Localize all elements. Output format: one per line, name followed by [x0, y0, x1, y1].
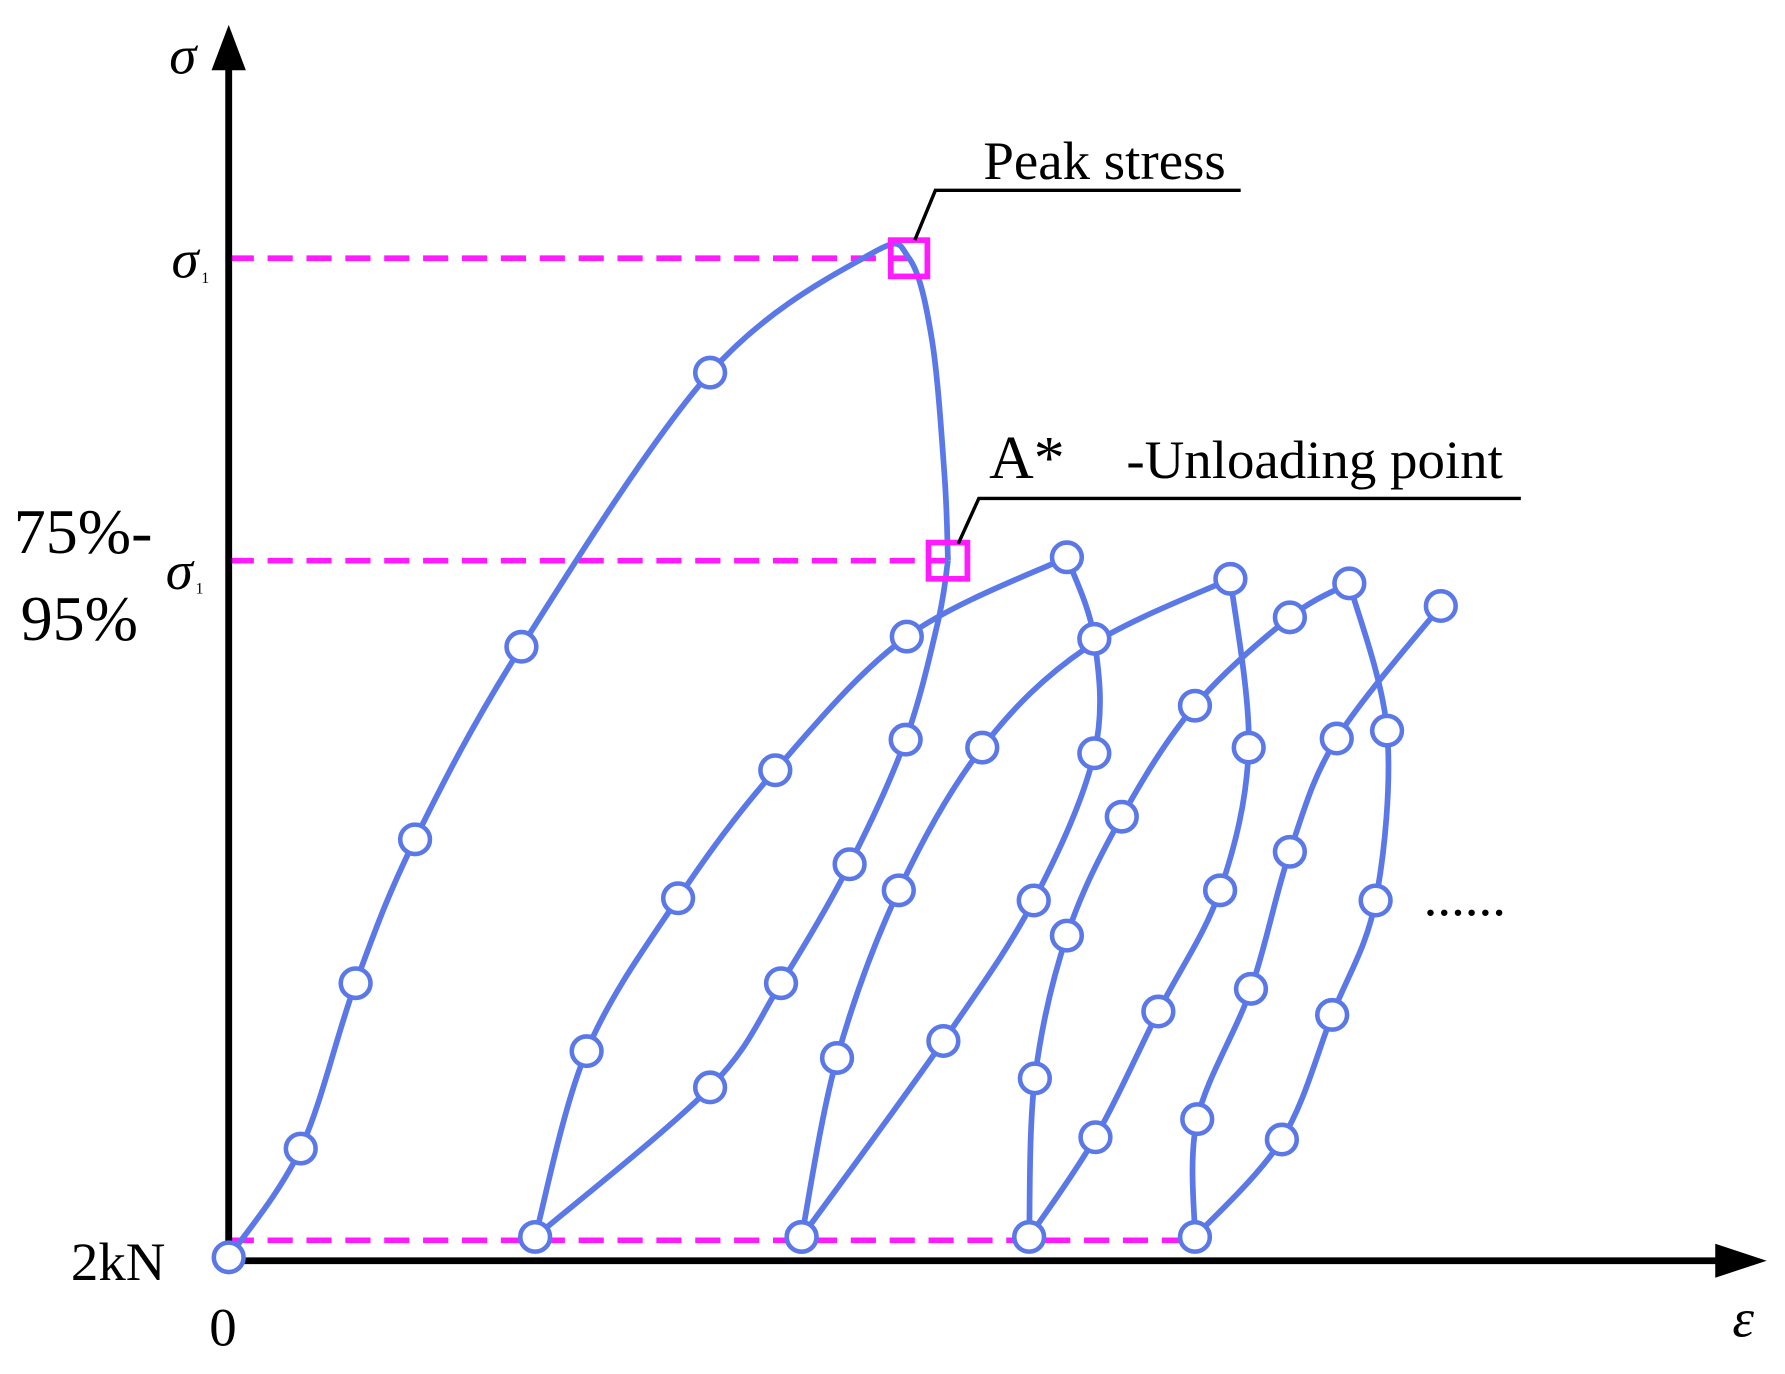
- continuation: ......: [1424, 866, 1506, 927]
- x-arrow: [1715, 1243, 1767, 1278]
- peak-symbol: σ: [172, 229, 201, 290]
- point: [338, 966, 373, 1001]
- point: [1077, 621, 1112, 656]
- curve: [798, 576, 1232, 1238]
- point: [965, 730, 1000, 765]
- point: [692, 1070, 728, 1105]
- reference-lines: [228, 255, 1195, 1244]
- peak-marker: [887, 237, 931, 280]
- curve: [532, 554, 1069, 1238]
- point: [1272, 834, 1308, 869]
- point: [569, 1034, 604, 1069]
- point: [1358, 883, 1393, 918]
- curve: [1026, 578, 1252, 1239]
- point: [1369, 713, 1405, 748]
- point: [1077, 736, 1112, 771]
- unloading-marker: [925, 539, 971, 582]
- y-label: σ: [169, 25, 198, 86]
- y-arrow: [211, 24, 246, 71]
- point: [1233, 971, 1269, 1006]
- origin-label: 0: [209, 1297, 236, 1358]
- unloading-marker-label: A*: [989, 424, 1064, 492]
- point: [1231, 730, 1266, 765]
- point: [819, 1040, 855, 1075]
- point: [518, 1219, 553, 1254]
- unloading-prefix-1: 75%-: [14, 496, 153, 567]
- point: [692, 355, 728, 390]
- point: [1423, 589, 1458, 624]
- point: [832, 847, 867, 882]
- point: [889, 619, 924, 654]
- point: [1078, 1120, 1113, 1155]
- curve: [226, 240, 951, 1259]
- unloading-leader: [956, 496, 1521, 545]
- point: [283, 1131, 318, 1166]
- point: [1272, 600, 1308, 635]
- unloading-annotation: -Unloading point: [1126, 429, 1503, 490]
- point: [397, 822, 433, 857]
- unloading-prefix-2: 95%: [21, 583, 138, 654]
- point: [763, 966, 799, 1001]
- curves: [226, 240, 1458, 1259]
- point: [784, 1219, 819, 1254]
- point: [1011, 1219, 1047, 1254]
- peak-leader: [913, 188, 1241, 241]
- point: [1177, 1219, 1213, 1254]
- point: [1141, 994, 1176, 1029]
- point: [881, 873, 916, 908]
- point: [926, 1023, 961, 1058]
- point: [1049, 918, 1085, 953]
- base-label: 2kN: [71, 1231, 166, 1292]
- point: [758, 753, 793, 788]
- point: [1016, 883, 1051, 918]
- unloading-subscript: 1: [196, 581, 204, 598]
- point: [1332, 566, 1367, 601]
- curve: [533, 560, 951, 1240]
- point: [888, 722, 923, 757]
- point: [1104, 799, 1139, 834]
- point: [1315, 997, 1350, 1032]
- point: [660, 881, 696, 916]
- point: [1177, 688, 1213, 723]
- point: [1017, 1061, 1053, 1096]
- curve: [799, 556, 1103, 1239]
- unloading-symbol: σ: [166, 540, 195, 601]
- peak-annotation: Peak stress: [983, 130, 1225, 191]
- point: [1180, 1102, 1215, 1137]
- curve: [1026, 580, 1351, 1238]
- curve: [1189, 604, 1444, 1237]
- point: [504, 629, 539, 664]
- x-label: ε: [1732, 1288, 1754, 1349]
- point: [1049, 540, 1085, 575]
- point: [1202, 873, 1238, 908]
- origin-point: [211, 1240, 246, 1275]
- point: [1264, 1122, 1300, 1157]
- point: [1319, 721, 1354, 756]
- point: [1213, 561, 1248, 596]
- peak-subscript: 1: [201, 270, 209, 287]
